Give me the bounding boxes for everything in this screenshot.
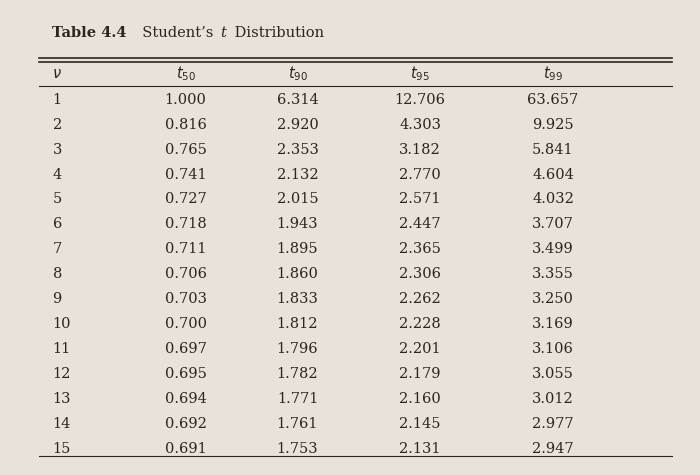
Text: 1.771: 1.771 bbox=[276, 392, 318, 406]
Text: 3: 3 bbox=[52, 142, 62, 157]
Text: 10: 10 bbox=[52, 317, 71, 331]
Text: 2.977: 2.977 bbox=[532, 417, 574, 431]
Text: 3.182: 3.182 bbox=[399, 142, 441, 157]
Text: 2.201: 2.201 bbox=[399, 342, 441, 356]
Text: 2.920: 2.920 bbox=[276, 118, 318, 132]
Text: 3.106: 3.106 bbox=[532, 342, 574, 356]
Text: Table 4.4: Table 4.4 bbox=[52, 26, 127, 40]
Text: 8: 8 bbox=[52, 267, 62, 281]
Text: 2.447: 2.447 bbox=[399, 218, 441, 231]
Text: 2.132: 2.132 bbox=[276, 168, 318, 181]
Text: 0.727: 0.727 bbox=[164, 192, 206, 207]
Text: 3.012: 3.012 bbox=[532, 392, 574, 406]
Text: 6.314: 6.314 bbox=[276, 93, 318, 107]
Text: 1: 1 bbox=[52, 93, 62, 107]
Text: 0.695: 0.695 bbox=[164, 367, 206, 381]
Text: 14: 14 bbox=[52, 417, 71, 431]
Text: 0.706: 0.706 bbox=[164, 267, 206, 281]
Text: 2.306: 2.306 bbox=[399, 267, 441, 281]
Text: 4.032: 4.032 bbox=[532, 192, 574, 207]
Text: 2.145: 2.145 bbox=[399, 417, 441, 431]
Text: 0.816: 0.816 bbox=[164, 118, 206, 132]
Text: 15: 15 bbox=[52, 442, 71, 456]
Text: 3.499: 3.499 bbox=[532, 242, 574, 256]
Text: 2.262: 2.262 bbox=[399, 292, 441, 306]
Text: 1.753: 1.753 bbox=[276, 442, 318, 456]
Text: 12.706: 12.706 bbox=[395, 93, 445, 107]
Text: 1.796: 1.796 bbox=[276, 342, 318, 356]
Text: Student’s: Student’s bbox=[133, 26, 218, 40]
Text: 3.169: 3.169 bbox=[532, 317, 574, 331]
Text: $\mathit{t}_{90}$: $\mathit{t}_{90}$ bbox=[288, 64, 307, 83]
Text: 4: 4 bbox=[52, 168, 62, 181]
Text: 2.353: 2.353 bbox=[276, 142, 318, 157]
Text: t: t bbox=[220, 26, 226, 40]
Text: 2.131: 2.131 bbox=[399, 442, 441, 456]
Text: 0.703: 0.703 bbox=[164, 292, 206, 306]
Text: 3.355: 3.355 bbox=[532, 267, 574, 281]
Text: 2.160: 2.160 bbox=[399, 392, 441, 406]
Text: 12: 12 bbox=[52, 367, 71, 381]
Text: 9.925: 9.925 bbox=[532, 118, 574, 132]
Text: 0.697: 0.697 bbox=[164, 342, 206, 356]
Text: 0.692: 0.692 bbox=[164, 417, 206, 431]
Text: 2.571: 2.571 bbox=[399, 192, 441, 207]
Text: 13: 13 bbox=[52, 392, 71, 406]
Text: 5: 5 bbox=[52, 192, 62, 207]
Text: 5.841: 5.841 bbox=[532, 142, 574, 157]
Text: 0.700: 0.700 bbox=[164, 317, 206, 331]
Text: $\mathit{t}_{95}$: $\mathit{t}_{95}$ bbox=[410, 64, 430, 83]
Text: 0.765: 0.765 bbox=[164, 142, 206, 157]
Text: 2.179: 2.179 bbox=[399, 367, 441, 381]
Text: 2.365: 2.365 bbox=[399, 242, 441, 256]
Text: 2.947: 2.947 bbox=[532, 442, 574, 456]
Text: 1.895: 1.895 bbox=[276, 242, 318, 256]
Text: 2.228: 2.228 bbox=[399, 317, 441, 331]
Text: 0.718: 0.718 bbox=[164, 218, 206, 231]
Text: 1.761: 1.761 bbox=[276, 417, 318, 431]
Text: 4.604: 4.604 bbox=[532, 168, 574, 181]
Text: 11: 11 bbox=[52, 342, 71, 356]
Text: 1.812: 1.812 bbox=[276, 317, 318, 331]
Text: 4.303: 4.303 bbox=[399, 118, 441, 132]
Text: 0.694: 0.694 bbox=[164, 392, 206, 406]
Text: 1.860: 1.860 bbox=[276, 267, 318, 281]
Text: 6: 6 bbox=[52, 218, 62, 231]
Text: 2.015: 2.015 bbox=[276, 192, 318, 207]
Text: 1.943: 1.943 bbox=[276, 218, 318, 231]
Text: 3.250: 3.250 bbox=[532, 292, 574, 306]
Text: 9: 9 bbox=[52, 292, 62, 306]
Text: 1.782: 1.782 bbox=[276, 367, 318, 381]
Text: $\mathit{t}_{99}$: $\mathit{t}_{99}$ bbox=[543, 64, 563, 83]
Text: 63.657: 63.657 bbox=[527, 93, 579, 107]
Text: 0.691: 0.691 bbox=[164, 442, 206, 456]
Text: 1.000: 1.000 bbox=[164, 93, 206, 107]
Text: $\nu$: $\nu$ bbox=[52, 66, 62, 81]
Text: 1.833: 1.833 bbox=[276, 292, 318, 306]
Text: 2: 2 bbox=[52, 118, 62, 132]
Text: 0.741: 0.741 bbox=[164, 168, 206, 181]
Text: Distribution: Distribution bbox=[230, 26, 323, 40]
Text: 3.707: 3.707 bbox=[532, 218, 574, 231]
Text: $\mathit{t}_{50}$: $\mathit{t}_{50}$ bbox=[176, 64, 195, 83]
Text: 2.770: 2.770 bbox=[399, 168, 441, 181]
Text: 0.711: 0.711 bbox=[164, 242, 206, 256]
Text: 7: 7 bbox=[52, 242, 62, 256]
Text: 3.055: 3.055 bbox=[532, 367, 574, 381]
